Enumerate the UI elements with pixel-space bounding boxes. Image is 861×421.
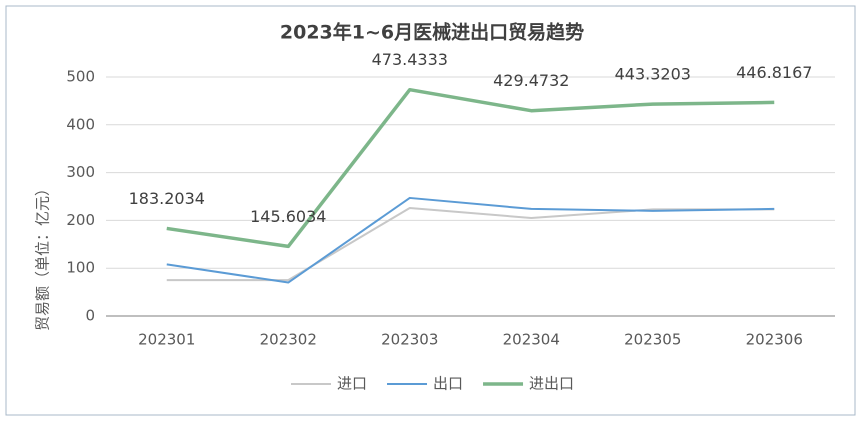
y-axis-label: 贸易额（单位：亿元） [34, 181, 52, 331]
y-tick-label: 300 [66, 163, 95, 181]
x-tick-label: 202306 [746, 331, 803, 349]
y-tick-label: 500 [66, 68, 95, 86]
x-tick-label: 202304 [503, 331, 560, 349]
x-tick-label: 202303 [381, 331, 438, 349]
line-series [166, 196, 775, 284]
chart-title: 2023年1~6月医械进出口贸易趋势 [280, 21, 584, 44]
y-tick-label: 100 [66, 259, 95, 277]
data-label: 183.2034 [129, 189, 205, 208]
legend-label: 进出口 [529, 375, 574, 393]
line-series [166, 87, 775, 249]
y-tick-label: 0 [85, 307, 95, 325]
data-label: 473.4333 [372, 50, 448, 69]
data-label: 443.3203 [615, 65, 691, 84]
data-label: 446.8167 [736, 63, 812, 82]
x-tick-label: 202301 [138, 331, 195, 349]
data-label: 145.6034 [250, 207, 326, 226]
x-tick-label: 202302 [260, 331, 317, 349]
y-tick-label: 400 [66, 115, 95, 133]
legend-label: 出口 [433, 375, 463, 393]
x-tick-label: 202305 [624, 331, 681, 349]
legend-label: 进口 [337, 375, 367, 393]
y-tick-label: 200 [66, 211, 95, 229]
data-label: 429.4732 [493, 71, 569, 90]
